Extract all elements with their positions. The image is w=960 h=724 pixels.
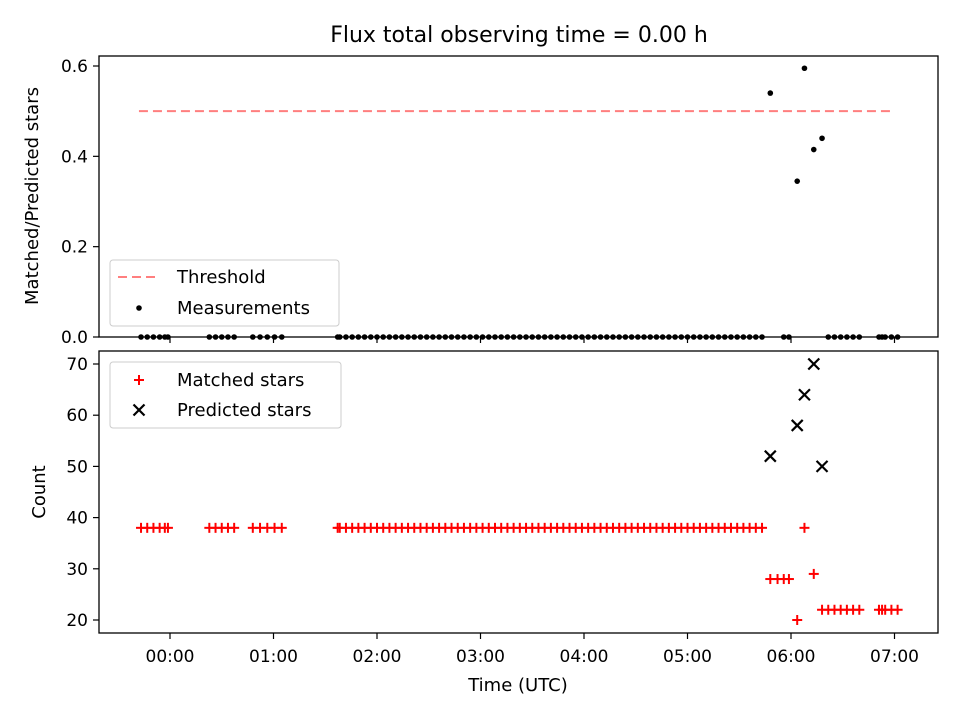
- bottom-x-tick-label: 06:00: [767, 647, 816, 667]
- matched-star-point: [757, 522, 768, 533]
- bottom-legend-box: [109, 361, 342, 429]
- predicted-star-point-b: [815, 460, 829, 473]
- top-legend-box: [109, 259, 340, 327]
- measurements-legend-label: Measurements: [177, 298, 310, 319]
- bottom-y-tick-label: 40: [66, 509, 88, 529]
- matched-star-point: [783, 574, 794, 585]
- matched-star-point: [808, 568, 819, 579]
- predicted-star-point: [764, 449, 777, 463]
- predicted-star-point: [807, 357, 821, 371]
- bottom-legend: Matched stars Predicted stars: [109, 361, 342, 429]
- predicted-star-point-b: [790, 419, 804, 432]
- predicted-star-point: [815, 460, 829, 473]
- predicted-star-point-b: [798, 388, 811, 401]
- measurement-point: [794, 178, 801, 184]
- matched-star-point: [792, 615, 803, 625]
- matched-star-point: [799, 522, 810, 533]
- measurement-point: [767, 90, 774, 96]
- predicted-star-point: [798, 388, 811, 401]
- top-chart-title: Flux total observing time = 0.00 h: [330, 23, 708, 48]
- bottom-y-axis-label: Count: [29, 465, 50, 518]
- top-plot-area: 0.0 0.2 0.4 0.6: [61, 57, 901, 348]
- bottom-x-tick-label: 00:00: [146, 647, 195, 667]
- predicted-legend-glyph: [132, 403, 146, 417]
- predicted-legend-marker: [132, 403, 146, 417]
- matched-star-point: [854, 604, 865, 615]
- top-legend: Threshold Measurements: [109, 259, 340, 327]
- predicted-legend-label: Predicted stars: [177, 400, 311, 421]
- top-y-tick-label: 0.0: [61, 328, 88, 348]
- matched-star-point: [229, 522, 240, 533]
- top-y-tick-label: 0.2: [61, 238, 88, 258]
- bottom-x-tick-label: 05:00: [663, 647, 712, 667]
- matched-legend-glyph: [134, 375, 144, 385]
- predicted-star-point-b: [807, 357, 821, 371]
- bottom-x-tick-label: 04:00: [560, 647, 609, 667]
- bottom-axes-frame: [98, 350, 939, 634]
- matched-legend-marker: [134, 375, 144, 385]
- threshold-legend-label: Threshold: [176, 267, 266, 288]
- measurements-legend-marker: [136, 305, 142, 311]
- matched-star-point: [162, 522, 173, 533]
- matched-star-point: [892, 604, 903, 615]
- top-axes-frame: [98, 55, 939, 338]
- bottom-y-tick-label: 50: [66, 457, 88, 477]
- bottom-x-tick-label: 03:00: [456, 647, 505, 667]
- x-axis-label: Time (UTC): [467, 675, 568, 696]
- bottom-x-tick-label: 02:00: [353, 647, 402, 667]
- measurement-point: [819, 135, 825, 142]
- predicted-star-point: [790, 419, 804, 432]
- bottom-y-tick-label: 70: [66, 355, 88, 375]
- measurement-point: [810, 146, 817, 153]
- bottom-x-tick-label: 07:00: [870, 647, 919, 667]
- predicted-star-point-b: [764, 449, 777, 463]
- predicted-legend-glyph-b: [132, 403, 146, 417]
- matched-star-point: [276, 522, 287, 533]
- bottom-x-tick-label: 01:00: [249, 647, 298, 667]
- bottom-plot-area: 20 30 40 50 60 70 00:00 01:00 02:00 03:00 04:00 05:…: [66, 355, 919, 667]
- bottom-y-tick-label: 20: [66, 611, 88, 631]
- measurement-point: [801, 65, 808, 72]
- top-y-tick-label: 0.4: [61, 147, 88, 167]
- bottom-y-tick-label: 60: [66, 406, 88, 426]
- top-y-tick-label: 0.6: [61, 57, 88, 77]
- bottom-y-tick-label: 30: [66, 560, 88, 580]
- matched-legend-label: Matched stars: [177, 370, 304, 391]
- top-y-axis-label: Matched/Predicted stars: [22, 87, 43, 305]
